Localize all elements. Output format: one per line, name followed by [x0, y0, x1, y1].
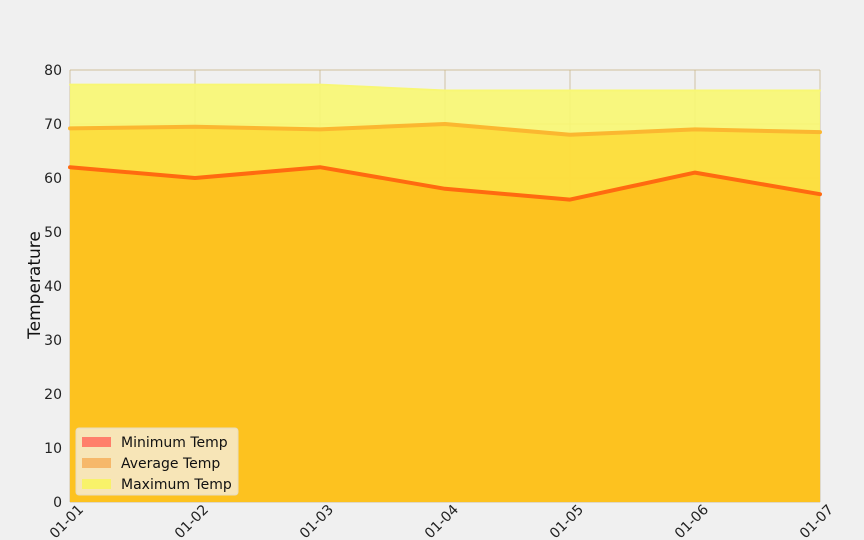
y-tick-label: 50	[44, 225, 62, 241]
line-average-temp	[68, 122, 822, 137]
x-tick-labels: 01-01 01-02 01-03 01-04 01-05 01-06 01-07	[47, 502, 837, 540]
legend-swatch	[82, 479, 111, 489]
y-tick-label: 80	[44, 63, 62, 79]
x-tick-label: 01-02	[172, 502, 212, 540]
line-maximum-temp	[69, 83, 821, 92]
legend-swatch	[82, 458, 111, 468]
y-tick-label: 40	[44, 279, 62, 295]
x-tick-label: 01-05	[547, 502, 587, 540]
x-tick-label: 01-06	[672, 502, 712, 540]
y-tick-label: 10	[44, 441, 62, 457]
y-tick-label: 30	[44, 333, 62, 349]
y-tick-label: 60	[44, 171, 62, 187]
x-tick-label: 01-04	[422, 502, 462, 540]
y-tick-label: 0	[53, 495, 62, 511]
y-tick-label: 70	[44, 117, 62, 133]
legend-label: Maximum Temp	[121, 477, 232, 493]
legend-label: Minimum Temp	[121, 435, 228, 451]
y-tick-label: 20	[44, 387, 62, 403]
legend: Minimum Temp Average Temp Maximum Temp	[75, 427, 239, 496]
area-layer	[70, 84, 820, 502]
line-minimum-temp	[68, 165, 822, 202]
area-minimum-temp	[70, 167, 820, 502]
x-tick-label: 01-03	[297, 502, 337, 540]
line-layer	[68, 83, 822, 202]
legend-box	[75, 427, 239, 496]
y-tick-labels: 0 10 20 30 40 50 60 70 80	[44, 63, 62, 511]
legend-label: Average Temp	[121, 456, 220, 472]
legend-swatch	[82, 437, 111, 447]
y-axis-label: Temperature	[25, 231, 45, 340]
x-tick-label: 01-07	[797, 502, 837, 540]
